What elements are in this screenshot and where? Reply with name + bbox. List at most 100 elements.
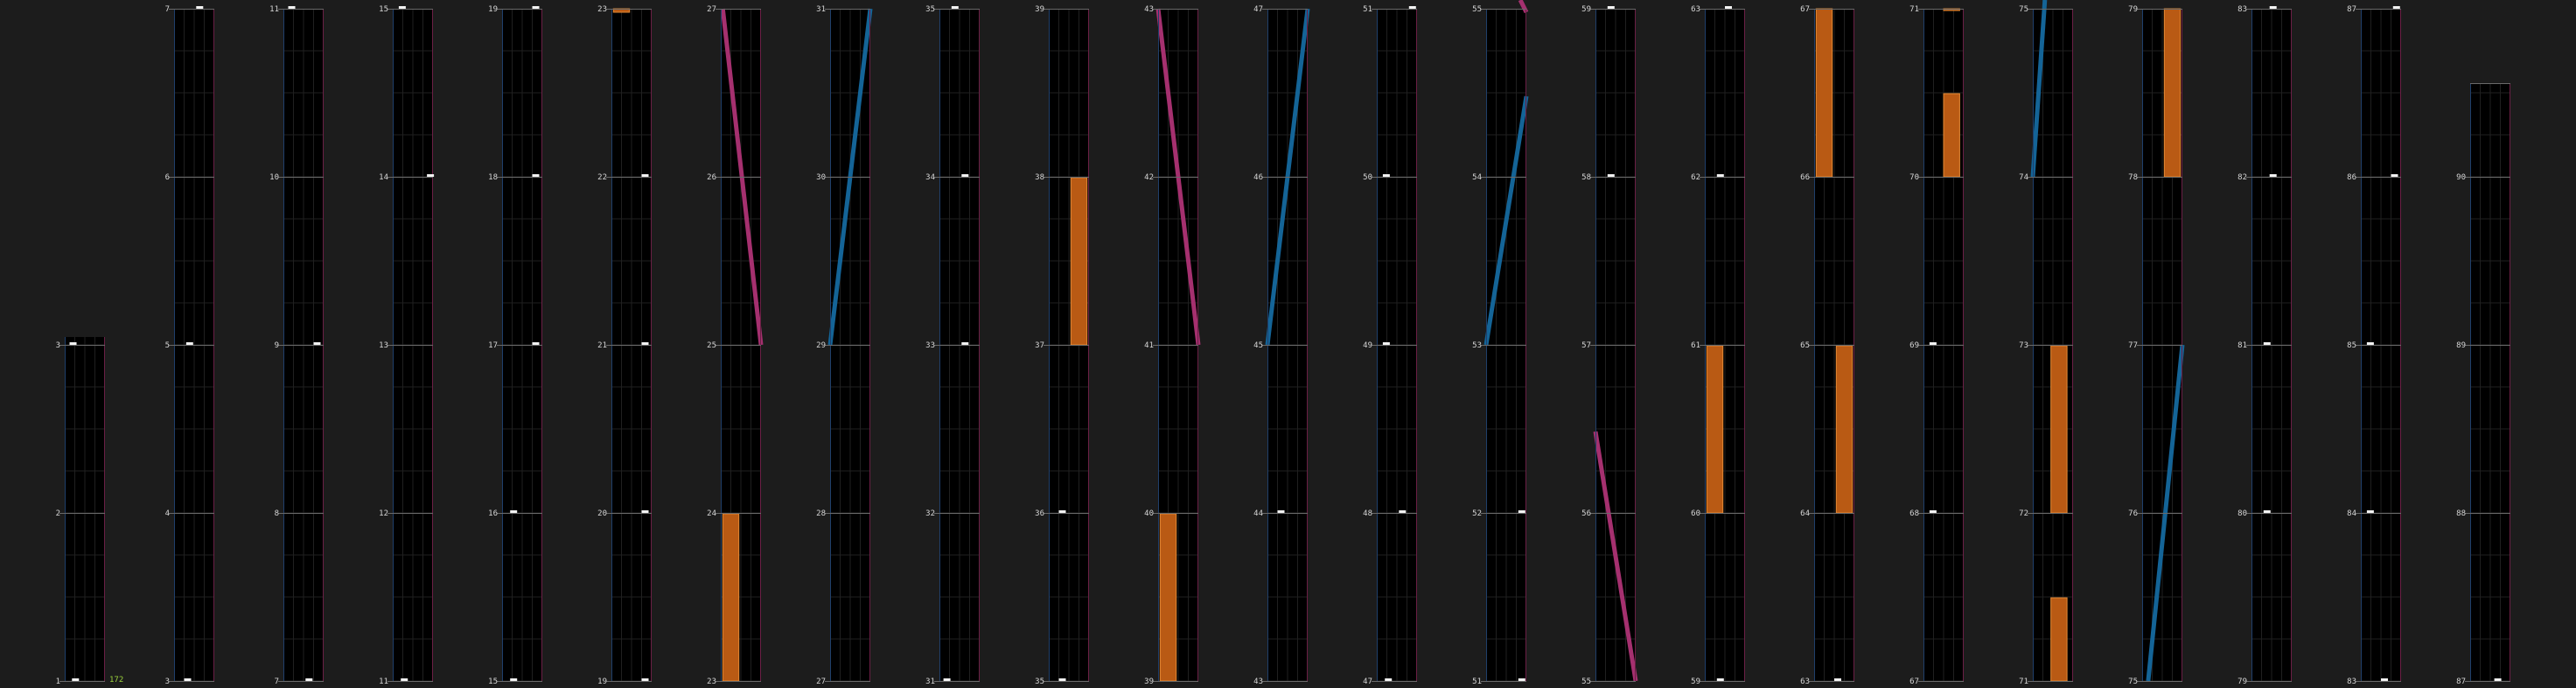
row-label: 78 [2128, 173, 2138, 182]
row-label: 62 [1691, 173, 1700, 182]
position-marker [532, 174, 540, 177]
position-marker [2366, 510, 2374, 513]
row-label: 30 [816, 173, 826, 182]
timeline-column: 27 28 29 30 31 [816, 5, 873, 686]
position-marker [2269, 174, 2277, 177]
row-label: 84 [2347, 509, 2356, 518]
row-label: 42 [1144, 173, 1154, 182]
position-marker [641, 174, 649, 177]
row-label: 43 [1144, 5, 1154, 14]
row-label: 15 [379, 5, 388, 14]
row-label: 83 [2347, 677, 2356, 686]
row-label: 68 [1909, 509, 1919, 518]
row-label: 56 [1581, 509, 1591, 518]
position-marker [1607, 174, 1615, 177]
position-marker [1058, 678, 1066, 681]
timeline-column: 43 44 45 46 47 [1253, 5, 1310, 686]
row-label: 6 [165, 173, 170, 182]
position-marker [2263, 342, 2271, 345]
trend-line-pink [1518, 0, 1529, 14]
row-label: 83 [2237, 5, 2247, 14]
row-label: 55 [1581, 677, 1591, 686]
row-label: 65 [1800, 341, 1810, 350]
timeline-column: 3 4 5 6 7 [165, 5, 214, 686]
position-marker [2263, 510, 2271, 513]
position-marker [1408, 6, 1416, 9]
activity-bar [1815, 8, 1833, 178]
position-marker [1382, 174, 1390, 177]
row-label: 2 [56, 509, 60, 518]
row-label: 21 [597, 341, 607, 350]
row-label: 75 [2128, 677, 2138, 686]
position-marker [2381, 678, 2388, 681]
row-label: 31 [925, 677, 935, 686]
row-label: 37 [1035, 341, 1044, 350]
row-label: 55 [1472, 5, 1482, 14]
row-label: 10 [269, 173, 279, 182]
row-label: 47 [1363, 677, 1372, 686]
timeline-column: 31 32 33 34 35 [925, 5, 980, 686]
row-label: 64 [1800, 509, 1810, 518]
row-label: 49 [1363, 341, 1372, 350]
timeline-column: 1 2 3 [56, 337, 105, 686]
position-marker [951, 6, 959, 9]
row-label: 39 [1035, 5, 1044, 14]
position-marker [2494, 678, 2502, 681]
position-marker [532, 342, 540, 345]
position-marker [943, 678, 951, 681]
row-label: 75 [2019, 5, 2028, 14]
row-label: 87 [2456, 677, 2466, 686]
columns-layer: 1233456778910111112131415151617181919202… [56, 0, 2510, 686]
row-label: 23 [707, 677, 716, 686]
row-label: 14 [379, 173, 388, 182]
timeline-column: 51 52 53 54 55 [1472, 0, 1529, 686]
position-marker [1518, 678, 1525, 681]
position-marker [1607, 6, 1615, 9]
position-marker [641, 342, 649, 345]
row-label: 71 [1909, 5, 1919, 14]
row-label: 54 [1472, 173, 1482, 182]
row-label: 45 [1253, 341, 1263, 350]
row-label: 34 [925, 173, 935, 182]
row-label: 29 [816, 341, 826, 350]
position-marker [72, 678, 80, 681]
position-marker [2391, 174, 2398, 177]
position-marker [2269, 6, 2277, 9]
position-marker [532, 6, 540, 9]
position-marker [641, 678, 649, 681]
activity-bar [2050, 345, 2068, 514]
row-label: 77 [2128, 341, 2138, 350]
row-label: 8 [275, 509, 279, 518]
row-label: 41 [1144, 341, 1154, 350]
row-label: 13 [379, 341, 388, 350]
position-marker [288, 6, 296, 9]
position-marker [184, 678, 192, 681]
row-label: 81 [2237, 341, 2247, 350]
position-marker [510, 510, 518, 513]
activity-bar [1835, 345, 1853, 514]
activity-bar [1943, 93, 1960, 178]
row-label: 88 [2456, 509, 2466, 518]
row-label: 59 [1691, 677, 1700, 686]
position-marker [69, 342, 77, 345]
row-label: 80 [2237, 509, 2247, 518]
row-label: 33 [925, 341, 935, 350]
row-label: 7 [275, 677, 279, 686]
row-label: 67 [1800, 5, 1810, 14]
position-marker [961, 174, 969, 177]
row-label: 24 [707, 509, 716, 518]
row-label: 9 [275, 341, 279, 350]
row-label: 59 [1581, 5, 1591, 14]
row-label: 46 [1253, 173, 1263, 182]
row-label: 17 [488, 341, 498, 350]
row-label: 39 [1144, 677, 1154, 686]
row-label: 71 [2019, 677, 2028, 686]
row-label: 1 [56, 677, 60, 686]
row-label: 38 [1035, 173, 1044, 182]
row-label: 50 [1363, 173, 1372, 182]
row-label: 35 [1035, 677, 1044, 686]
position-marker [1058, 510, 1066, 513]
row-label: 3 [165, 677, 170, 686]
